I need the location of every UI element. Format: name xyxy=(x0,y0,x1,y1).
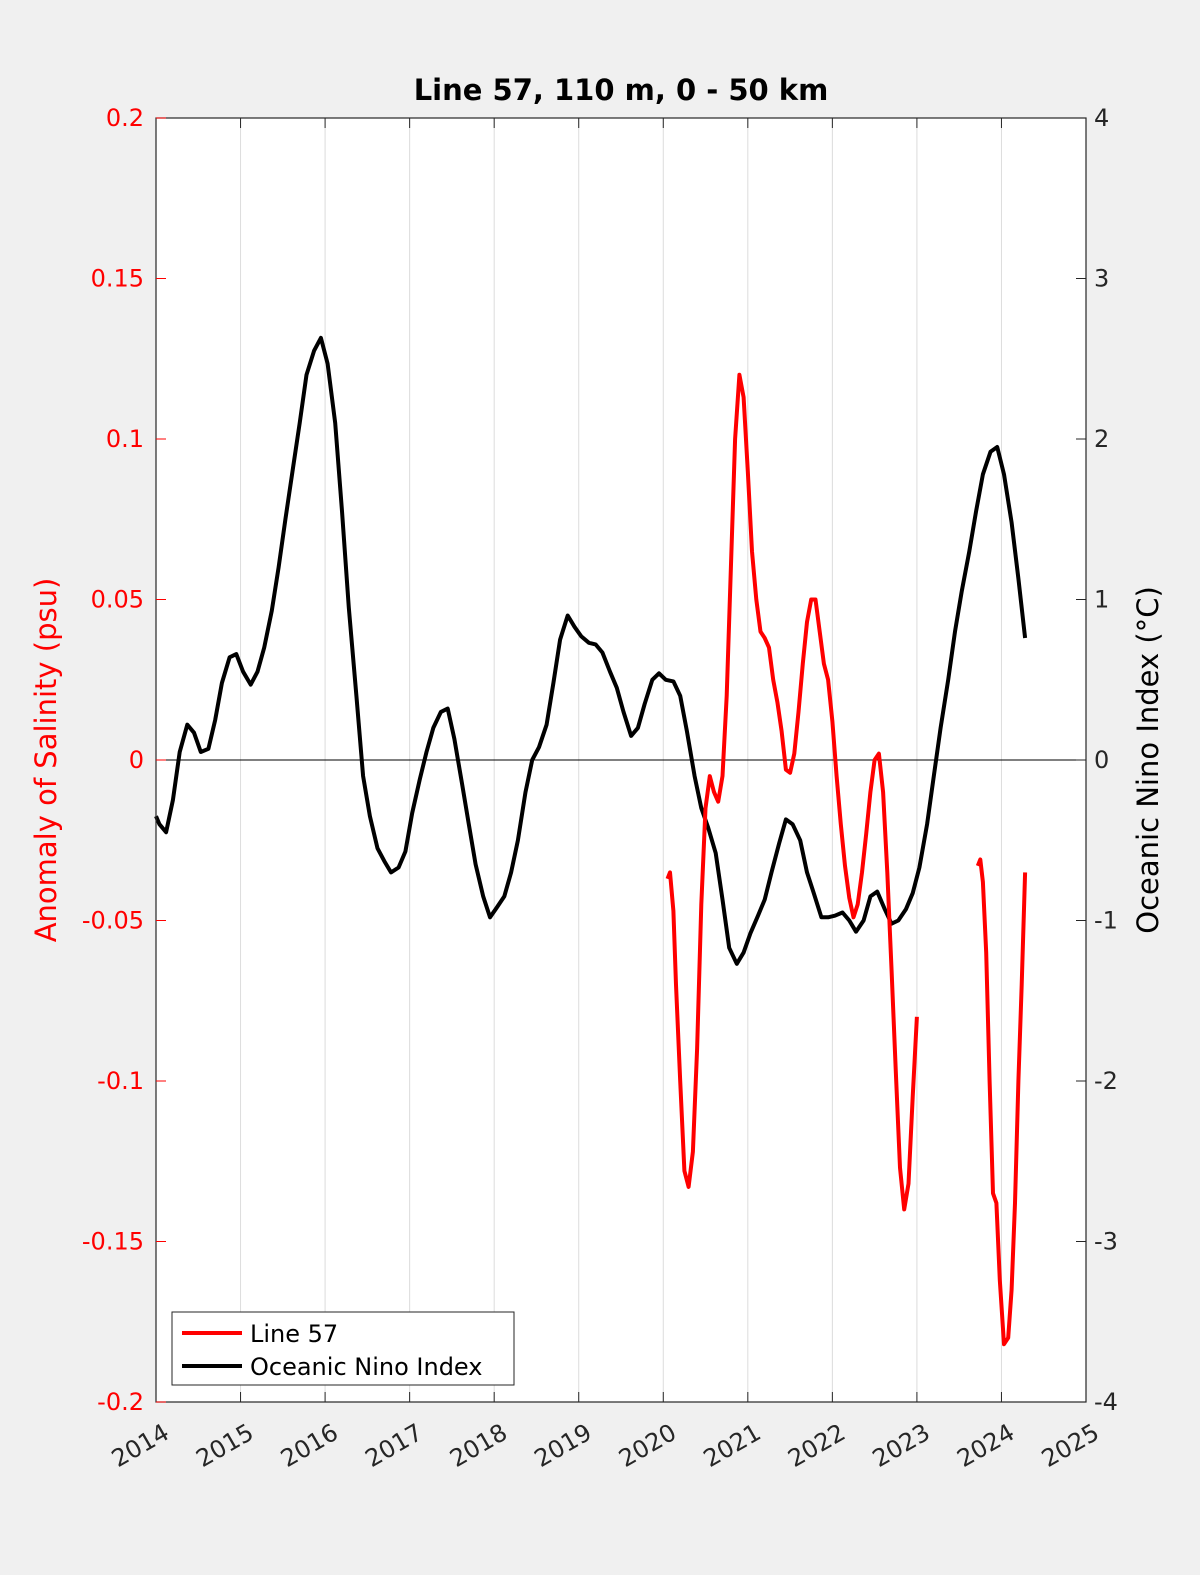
y-right-tick-label: -4 xyxy=(1094,1388,1118,1416)
y-right-tick-label: 4 xyxy=(1094,104,1109,132)
y-right-tick-label: 2 xyxy=(1094,425,1109,453)
y-left-tick-label: 0.15 xyxy=(91,265,144,293)
right-tick-labels: 4 3 2 1 0 -1 -2 -3 -4 xyxy=(1094,104,1118,1416)
y-right-tick-label: 0 xyxy=(1094,746,1109,774)
y-left-tick-label: -0.15 xyxy=(82,1228,144,1256)
ticks xyxy=(155,117,1087,1403)
left-axis-label: Anomaly of Salinity (psu) xyxy=(29,578,63,943)
chart-title: Line 57, 110 m, 0 - 50 km xyxy=(414,73,829,107)
y-left-tick-label: 0.2 xyxy=(106,104,144,132)
series-line-line57-segment-1 xyxy=(665,372,919,1212)
right-axis-label: Oceanic Nino Index (°C) xyxy=(1131,586,1165,934)
y-right-tick-label: -2 xyxy=(1094,1067,1118,1095)
y-left-tick-label: -0.05 xyxy=(82,907,144,935)
y-right-tick-label: 1 xyxy=(1094,586,1109,614)
legend-box xyxy=(171,1311,515,1386)
y-left-tick-label: 0.1 xyxy=(106,425,144,453)
legend-label-line57: Line 57 xyxy=(250,1320,338,1348)
series-line-oceanic-nino-index xyxy=(154,335,1028,966)
y-left-tick-label: 0 xyxy=(129,746,144,774)
y-left-tick-label: 0.05 xyxy=(91,586,144,614)
left-tick-labels: 0.2 0.15 0.1 0.05 0 -0.05 -0.1 -0.15 -0.2 xyxy=(82,104,144,1416)
legend-label-oni: Oceanic Nino Index xyxy=(250,1353,482,1381)
y-right-tick-label: -3 xyxy=(1094,1228,1118,1256)
y-left-tick-label: -0.1 xyxy=(97,1067,144,1095)
y-right-tick-label: -1 xyxy=(1094,907,1118,935)
y-left-tick-label: -0.2 xyxy=(97,1388,144,1416)
series-line-line57-segment-2 xyxy=(975,857,1028,1347)
legend: Line 57 Oceanic Nino Index xyxy=(171,1311,515,1386)
y-right-tick-label: 3 xyxy=(1094,265,1109,293)
series-layer xyxy=(154,335,1028,1347)
